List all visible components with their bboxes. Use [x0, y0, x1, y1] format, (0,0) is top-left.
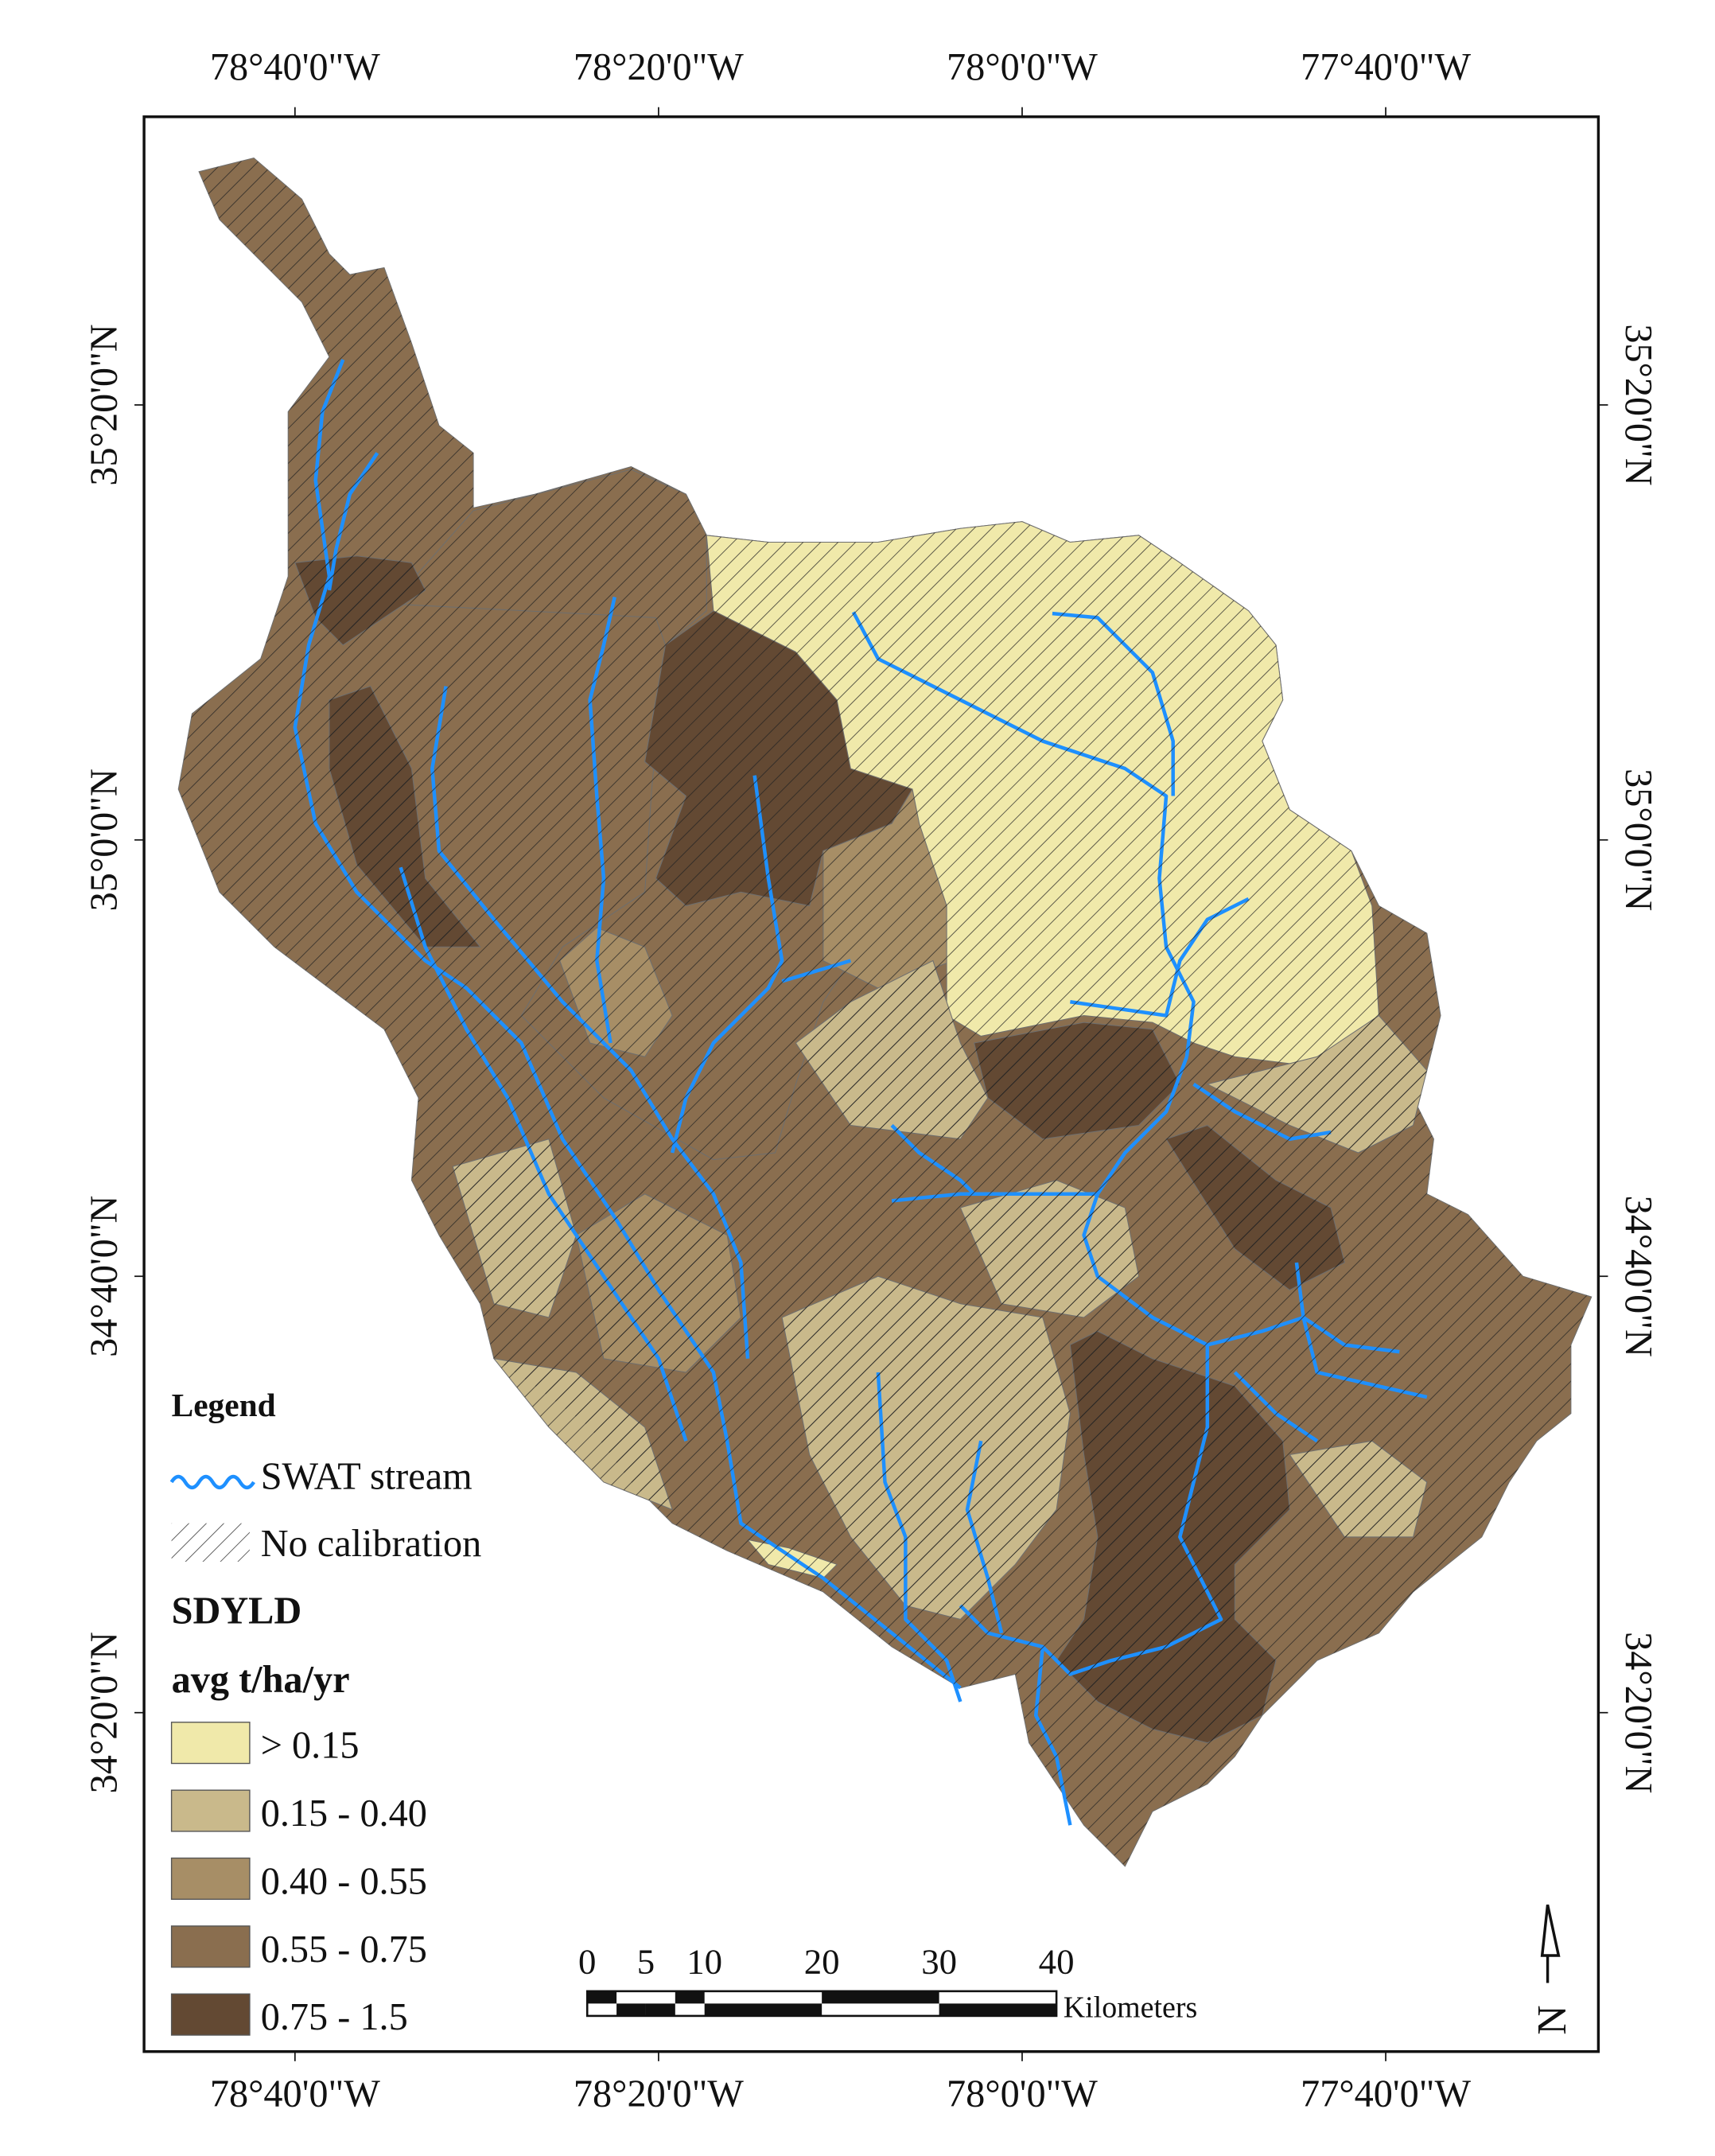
scale-segment [675, 1991, 705, 2004]
latitude-label-right: 35°20'0"N [1617, 324, 1659, 485]
scale-tick-label: 10 [686, 1941, 722, 1981]
no-calibration-hatch [795, 960, 988, 1139]
legend-variable: SDYLD [172, 1590, 302, 1633]
scale-tick-label: 5 [637, 1941, 655, 1981]
legend-class-swatch [170, 1789, 251, 1832]
scale-segment [822, 1991, 939, 2004]
no-calibration-hatch [1289, 1441, 1427, 1537]
no-calibration-hatch [782, 1276, 1071, 1620]
no-calibration-hatch [329, 686, 480, 948]
longitude-label-bottom: 78°0'0"W [947, 2073, 1098, 2115]
longitude-label-top: 77°40'0"W [1301, 46, 1471, 88]
scale-tick-label: 0 [578, 1941, 596, 1981]
no-calibration-hatch [493, 1358, 673, 1510]
no-calibration-hatch [294, 555, 426, 645]
scale-segment [587, 1991, 617, 2004]
scale-segment [939, 2003, 1057, 2016]
latitude-label-left: 35°20'0"N [84, 324, 126, 485]
legend-class-swatch [170, 1993, 251, 2036]
graticule-labels: 78°40'0"W 78°40'0"W 78°20'0"W 78°20'0"W 78°0… [84, 46, 1659, 2115]
legend-class-swatch [170, 1925, 251, 1968]
no-calibration-hatch [453, 1138, 577, 1317]
no-calibration-hatch [960, 1180, 1139, 1317]
legend-unit: avg t/ha/yr [172, 1659, 350, 1701]
no-calibration-hatch [1166, 1125, 1345, 1290]
longitude-label-bottom: 77°40'0"W [1301, 2073, 1471, 2115]
latitude-label-left: 35°0'0"N [84, 769, 126, 911]
latitude-label-right: 34°20'0"N [1617, 1632, 1659, 1793]
legend-hatch-label: No calibration [261, 1523, 482, 1565]
no-calibration-hatch [1056, 1331, 1290, 1743]
scale-tick-label: 20 [804, 1941, 840, 1981]
legend-class-label: 0.40 - 0.55 [261, 1860, 427, 1902]
legend-class-swatch [170, 1722, 251, 1765]
longitude-label-bottom: 78°20'0"W [574, 2073, 744, 2115]
scale-segment [645, 2003, 675, 2016]
latitude-label-left: 34°40'0"N [84, 1196, 126, 1357]
legend-class-label: > 0.15 [261, 1725, 360, 1767]
north-arrow: N [1530, 1904, 1575, 2035]
scale-tick-label: 30 [921, 1941, 957, 1981]
north-arrow-head [1540, 1904, 1561, 1957]
latitude-label-right: 34°40'0"N [1617, 1196, 1659, 1357]
scale-bar: 0 5 10 20 30 40 Kilometers [578, 1941, 1197, 2024]
legend-class-swatch [170, 1857, 251, 1900]
no-calibration-hatch [576, 1193, 741, 1372]
legend-title: Legend [172, 1387, 276, 1423]
scale-segment [616, 2003, 646, 2016]
scale-unit: Kilometers [1064, 1991, 1198, 2025]
no-calibration-hatch [974, 1022, 1180, 1139]
latitude-label-right: 35°0'0"N [1617, 769, 1659, 911]
longitude-label-top: 78°0'0"W [947, 46, 1098, 88]
hatch-overlay [178, 158, 1592, 1866]
legend-class-label: 0.15 - 0.40 [261, 1792, 427, 1835]
legend-hatch-symbol [171, 1523, 250, 1562]
longitude-label-bottom: 78°40'0"W [210, 2073, 380, 2115]
north-arrow-label: N [1530, 2005, 1575, 2034]
legend-stream-symbol [169, 1474, 255, 1490]
legend-class-label: 0.75 - 1.5 [261, 1996, 408, 2038]
latitude-label-left: 34°20'0"N [84, 1632, 126, 1793]
scale-tick-label: 40 [1039, 1941, 1075, 1981]
legend-stream-label: SWAT stream [261, 1456, 472, 1498]
legend: Legend SWAT stream No calibration SDYLD … [169, 1387, 482, 2038]
longitude-label-top: 78°20'0"W [574, 46, 744, 88]
scale-segment [704, 2003, 822, 2016]
no-calibration-hatch [1207, 1015, 1427, 1154]
legend-class-label: 0.55 - 0.75 [261, 1928, 427, 1971]
longitude-label-top: 78°40'0"W [210, 46, 380, 88]
